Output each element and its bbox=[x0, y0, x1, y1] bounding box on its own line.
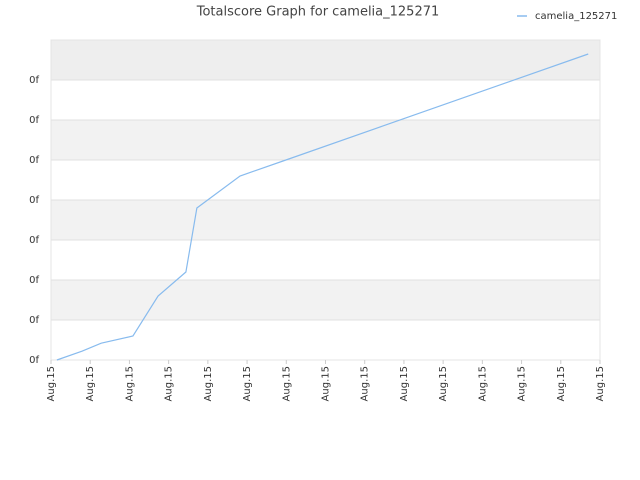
grid-band bbox=[51, 280, 600, 320]
y-tick-label: 0f bbox=[29, 155, 39, 166]
x-tick-label: Aug.15 bbox=[85, 366, 96, 401]
y-tick-label: 0f bbox=[29, 275, 39, 286]
x-tick-label: Aug.15 bbox=[360, 366, 371, 401]
grid-band bbox=[51, 240, 600, 280]
y-tick-label: 0f bbox=[29, 75, 39, 86]
x-tick-label: Aug.15 bbox=[124, 366, 135, 401]
x-tick-label: Aug.15 bbox=[242, 366, 253, 401]
x-tick-label: Aug.15 bbox=[438, 366, 449, 401]
x-tick-label: Aug.15 bbox=[517, 366, 528, 401]
x-tick-label: Aug.15 bbox=[281, 366, 292, 401]
y-tick-label: 0f bbox=[29, 195, 39, 206]
x-tick-label: Aug.15 bbox=[399, 366, 410, 401]
grid-band bbox=[51, 160, 600, 200]
grid-band bbox=[51, 120, 600, 160]
y-tick-label: 0f bbox=[29, 355, 39, 366]
x-tick-label: Aug.15 bbox=[477, 366, 488, 401]
grid-band bbox=[51, 200, 600, 240]
chart-title: Totalscore Graph for camelia_125271 bbox=[196, 5, 440, 20]
x-tick-label: Aug.15 bbox=[203, 366, 214, 401]
x-tick-label: Aug.15 bbox=[164, 366, 175, 401]
series-line bbox=[56, 53, 589, 361]
x-tick-label: Aug.15 bbox=[556, 366, 567, 401]
y-tick-label: 0f bbox=[29, 315, 39, 326]
grid-band bbox=[51, 40, 600, 80]
legend-label: camelia_125271 bbox=[535, 11, 617, 22]
x-tick-label: Aug.15 bbox=[595, 366, 606, 401]
x-tick-label: Aug.15 bbox=[321, 366, 332, 401]
grid-band bbox=[51, 80, 600, 120]
y-tick-label: 0f bbox=[29, 235, 39, 246]
x-tick-label: Aug.15 bbox=[46, 366, 57, 401]
y-tick-label: 0f bbox=[29, 115, 39, 126]
grid-band bbox=[51, 320, 600, 360]
